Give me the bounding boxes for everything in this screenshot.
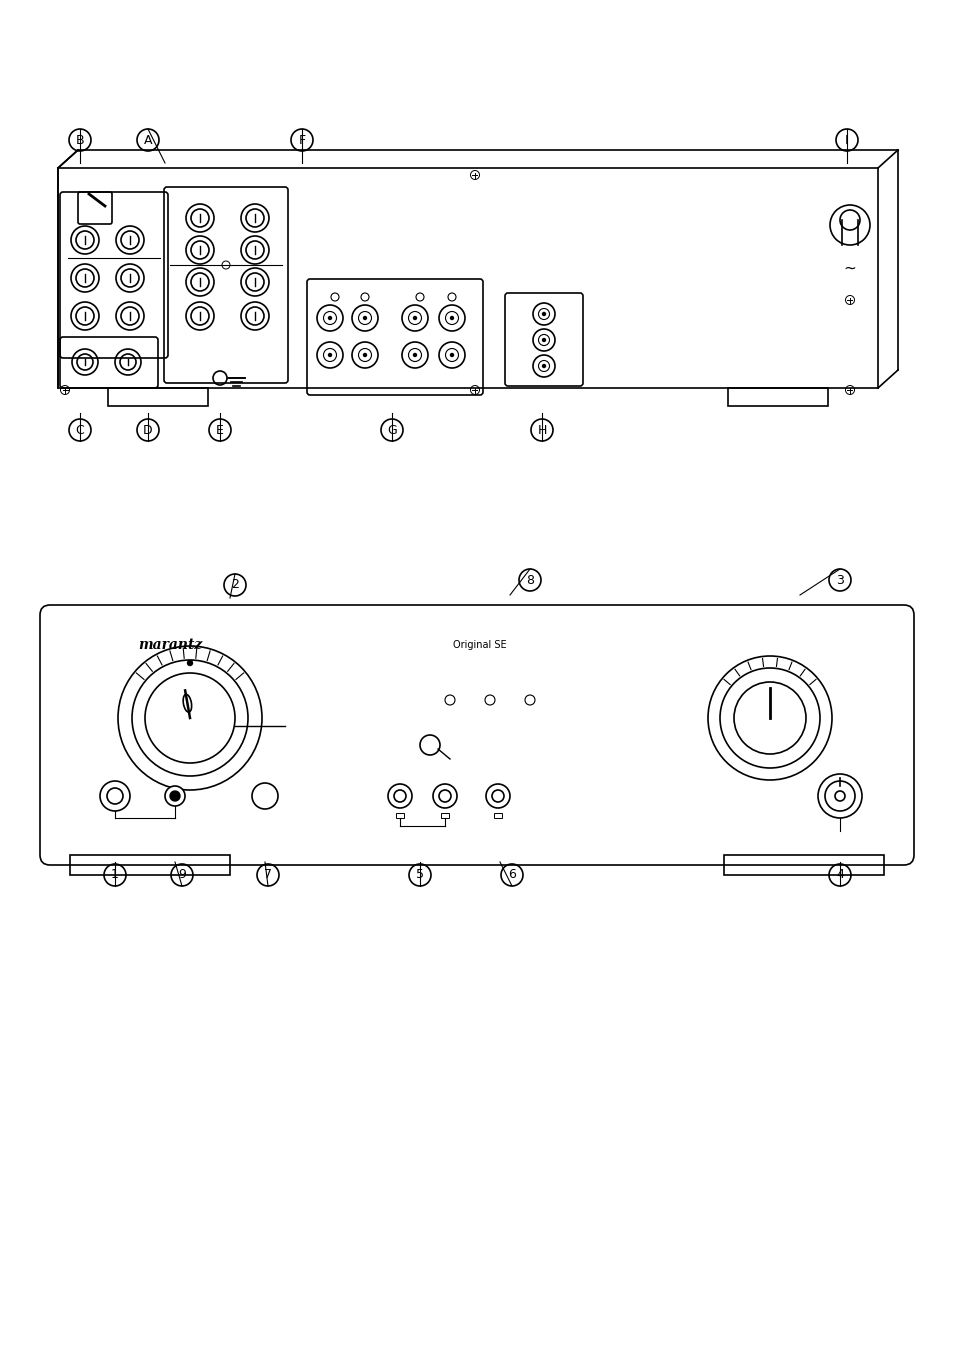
Text: E: E bbox=[215, 423, 224, 436]
Text: F: F bbox=[298, 134, 305, 146]
Text: 7: 7 bbox=[264, 869, 272, 881]
Circle shape bbox=[542, 365, 545, 367]
Text: C: C bbox=[75, 423, 84, 436]
Text: 8: 8 bbox=[525, 574, 534, 586]
Circle shape bbox=[542, 312, 545, 316]
Circle shape bbox=[363, 354, 366, 357]
Text: marantz: marantz bbox=[138, 638, 202, 653]
Text: A: A bbox=[144, 134, 152, 146]
Text: 4: 4 bbox=[835, 869, 843, 881]
Text: 6: 6 bbox=[508, 869, 516, 881]
Circle shape bbox=[413, 316, 416, 319]
Circle shape bbox=[328, 316, 331, 319]
Text: G: G bbox=[387, 423, 396, 436]
Text: 1: 1 bbox=[111, 869, 119, 881]
Circle shape bbox=[450, 316, 453, 319]
Circle shape bbox=[170, 790, 180, 801]
Circle shape bbox=[450, 354, 453, 357]
Circle shape bbox=[542, 339, 545, 342]
Circle shape bbox=[363, 316, 366, 319]
Text: 2: 2 bbox=[231, 578, 238, 592]
Circle shape bbox=[188, 661, 193, 666]
Circle shape bbox=[413, 354, 416, 357]
Text: D: D bbox=[143, 423, 152, 436]
Text: H: H bbox=[537, 423, 546, 436]
Text: 3: 3 bbox=[835, 574, 843, 586]
Text: 5: 5 bbox=[416, 869, 423, 881]
Text: Original SE: Original SE bbox=[453, 640, 506, 650]
Circle shape bbox=[165, 786, 185, 807]
Text: 9: 9 bbox=[178, 869, 186, 881]
Text: B: B bbox=[75, 134, 84, 146]
Text: I: I bbox=[844, 134, 848, 146]
Text: ~: ~ bbox=[842, 261, 856, 276]
Circle shape bbox=[328, 354, 331, 357]
